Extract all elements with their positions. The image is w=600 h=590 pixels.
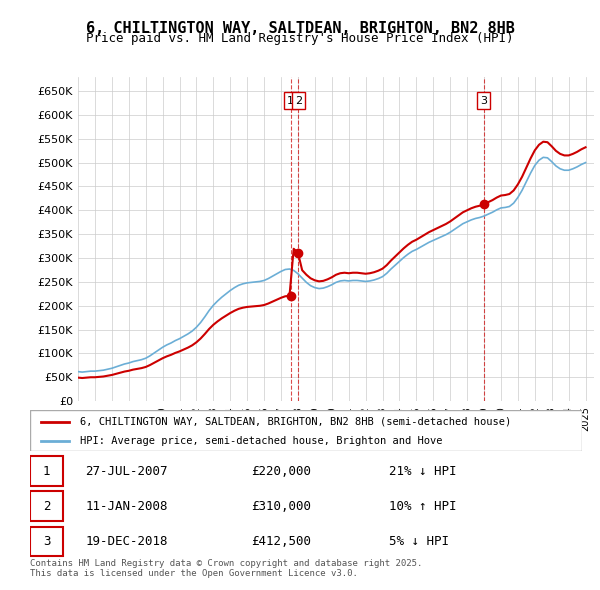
Text: 10% ↑ HPI: 10% ↑ HPI: [389, 500, 457, 513]
Text: Price paid vs. HM Land Registry's House Price Index (HPI): Price paid vs. HM Land Registry's House …: [86, 32, 514, 45]
Text: £220,000: £220,000: [251, 465, 311, 478]
Text: 3: 3: [480, 96, 487, 106]
Text: 2: 2: [295, 96, 302, 106]
Text: 1: 1: [287, 96, 294, 106]
Text: 11-JAN-2008: 11-JAN-2008: [85, 500, 168, 513]
Text: 2: 2: [43, 500, 50, 513]
Text: HPI: Average price, semi-detached house, Brighton and Hove: HPI: Average price, semi-detached house,…: [80, 436, 442, 446]
Text: Contains HM Land Registry data © Crown copyright and database right 2025.
This d: Contains HM Land Registry data © Crown c…: [30, 559, 422, 578]
Text: 6, CHILTINGTON WAY, SALTDEAN, BRIGHTON, BN2 8HB (semi-detached house): 6, CHILTINGTON WAY, SALTDEAN, BRIGHTON, …: [80, 417, 511, 427]
FancyBboxPatch shape: [30, 410, 582, 451]
Text: 3: 3: [43, 535, 50, 548]
FancyBboxPatch shape: [30, 491, 63, 521]
Text: £310,000: £310,000: [251, 500, 311, 513]
Text: 5% ↓ HPI: 5% ↓ HPI: [389, 535, 449, 548]
FancyBboxPatch shape: [30, 526, 63, 556]
Text: 1: 1: [43, 465, 50, 478]
Text: 27-JUL-2007: 27-JUL-2007: [85, 465, 168, 478]
Text: 19-DEC-2018: 19-DEC-2018: [85, 535, 168, 548]
Text: 6, CHILTINGTON WAY, SALTDEAN, BRIGHTON, BN2 8HB: 6, CHILTINGTON WAY, SALTDEAN, BRIGHTON, …: [86, 21, 514, 35]
FancyBboxPatch shape: [30, 457, 63, 486]
Text: £412,500: £412,500: [251, 535, 311, 548]
Text: 21% ↓ HPI: 21% ↓ HPI: [389, 465, 457, 478]
